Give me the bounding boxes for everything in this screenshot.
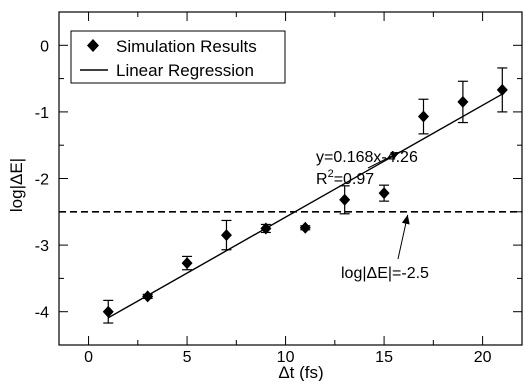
annotation-r2-value: =0.97	[334, 171, 375, 188]
annotation-r2-base: R	[316, 171, 328, 188]
x-axis-title: Δt (fs)	[278, 363, 323, 381]
legend-diamond-icon	[87, 39, 99, 52]
data-point-diamond	[299, 221, 311, 234]
x-tick-label: 15	[375, 349, 393, 366]
annotation-arrow-threshold-head	[401, 214, 410, 225]
data-point-diamond	[220, 229, 232, 242]
plot-area: 0 5 10 15 20 0 -1 -2 -3 -4	[35, 11, 523, 366]
data-point-diamond	[260, 222, 272, 235]
x-tick-label: 0	[84, 349, 93, 366]
annotation-arrow-equation-head	[390, 151, 400, 160]
data-point-diamond	[142, 290, 154, 303]
legend-label-simulation: Simulation Results	[116, 37, 257, 56]
data-point-diamond	[496, 83, 508, 96]
data-point-diamond	[181, 257, 193, 270]
data-point-diamond	[378, 187, 390, 200]
legend-box	[70, 30, 286, 84]
data-point-diamond	[457, 95, 469, 108]
annotation-threshold: log|ΔE|=-2.5	[341, 265, 429, 282]
annotations: y=0.168x-4.26 R2=0.97 log|ΔE|=-2.5	[316, 149, 429, 282]
data-point-diamond	[417, 110, 429, 123]
legend: Simulation Results Linear Regression	[70, 30, 286, 84]
regression-line	[107, 93, 503, 319]
y-tick-label: -3	[35, 238, 49, 255]
data-point-diamond	[339, 193, 351, 206]
annotation-equation: y=0.168x-4.26	[316, 149, 418, 166]
y-axis-title: log|ΔE|	[7, 158, 26, 212]
annotation-r2-sup: 2	[328, 168, 334, 180]
x-tick-label: 20	[474, 349, 492, 366]
data-point-diamond	[102, 305, 114, 318]
y-tick-label: 0	[40, 38, 49, 55]
y-tick-label: -1	[35, 105, 49, 122]
y-tick-label: -4	[35, 305, 49, 322]
x-tick-label: 5	[183, 349, 192, 366]
annotation-r2: R2=0.97	[316, 168, 374, 188]
x-tick-label: 10	[277, 349, 295, 366]
legend-label-regression: Linear Regression	[116, 61, 254, 80]
y-tick-label: -2	[35, 172, 49, 189]
